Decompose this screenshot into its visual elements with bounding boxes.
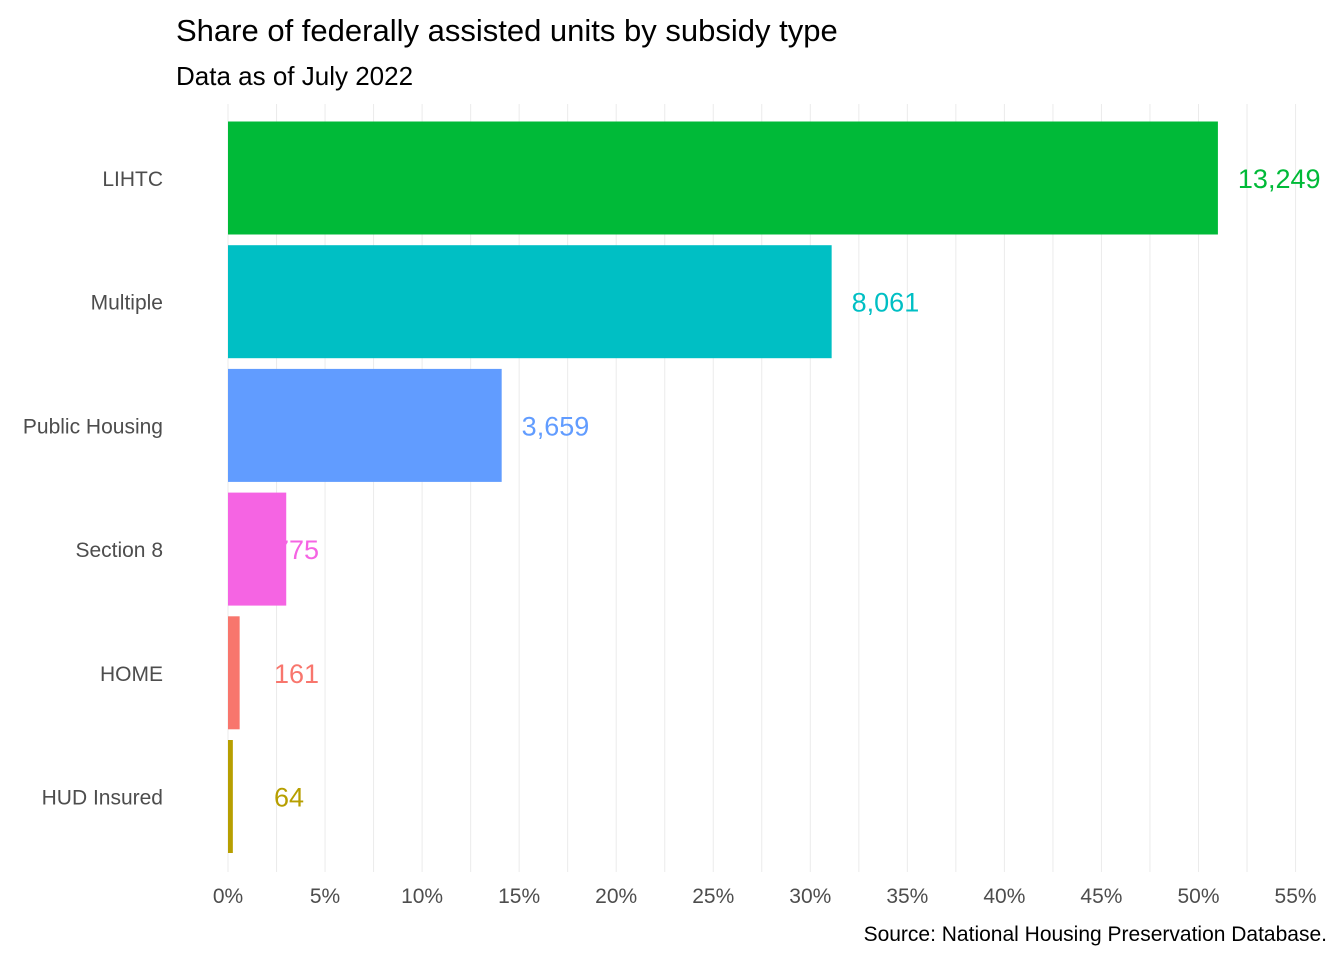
category-label: Public Housing (23, 415, 163, 438)
category-labels: LIHTC Multiple Public Housing Section 8 HOME… (23, 168, 163, 810)
data-label: 8,061 (852, 288, 920, 318)
data-label: 161 (274, 659, 319, 689)
bar-lihtc (228, 121, 1218, 235)
chart-title: Share of federally assisted units by sub… (176, 13, 838, 48)
bar-section-8 (228, 492, 287, 606)
x-tick-label: 25% (692, 885, 734, 908)
data-label: 64 (274, 783, 304, 813)
category-label: Section 8 (75, 539, 163, 562)
bars (228, 121, 1218, 853)
data-label: 13,249 (1238, 164, 1321, 194)
bar-home (228, 616, 240, 730)
x-axis-tick-labels: 0% 5% 10% 15% 20% 25% 30% 35% 40% 45% 50% 55% (213, 885, 1317, 908)
bar-public-housing (228, 368, 502, 482)
x-tick-label: 15% (498, 885, 540, 908)
x-tick-label: 35% (886, 885, 928, 908)
x-tick-label: 55% (1275, 885, 1317, 908)
bar-hud-insured (228, 740, 233, 853)
chart-subtitle: Data as of July 2022 (176, 61, 413, 91)
x-tick-label: 5% (310, 885, 340, 908)
data-labels: 13,249 8,061 3,659 775 161 64 (274, 164, 1321, 813)
x-tick-label: 45% (1080, 885, 1122, 908)
x-tick-label: 0% (213, 885, 243, 908)
chart-caption: Source: National Housing Preservation Da… (864, 923, 1327, 946)
x-tick-label: 30% (789, 885, 831, 908)
category-label: LIHTC (102, 168, 163, 191)
data-label: 3,659 (522, 411, 590, 441)
x-tick-label: 10% (401, 885, 443, 908)
category-label: Multiple (91, 292, 163, 315)
data-label: 775 (274, 535, 319, 565)
x-tick-label: 50% (1177, 885, 1219, 908)
bar-multiple (228, 245, 832, 359)
category-label: HUD Insured (42, 787, 163, 810)
x-tick-label: 40% (983, 885, 1025, 908)
x-tick-label: 20% (595, 885, 637, 908)
category-label: HOME (100, 663, 163, 686)
